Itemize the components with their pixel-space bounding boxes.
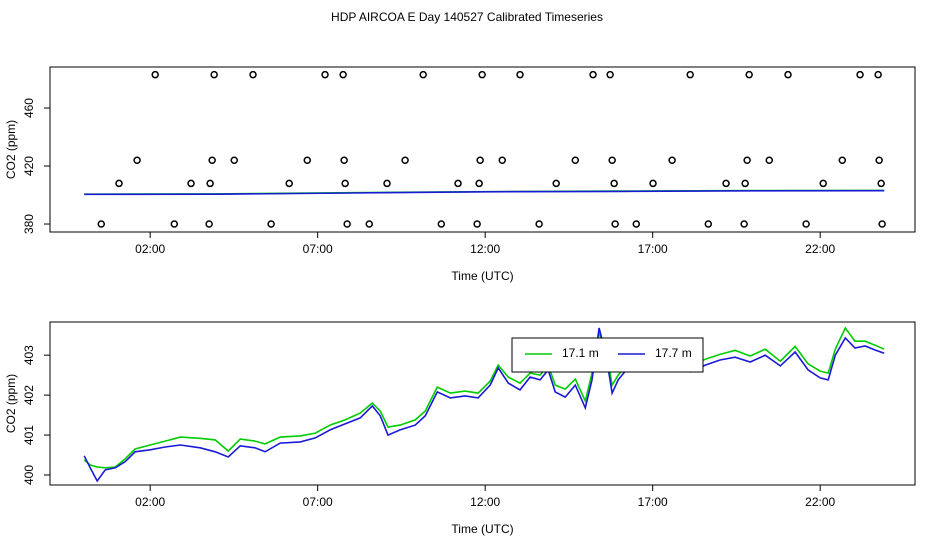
point [454, 179, 462, 188]
point [819, 179, 827, 188]
y-tick-label: 401 [22, 425, 36, 445]
point [610, 179, 618, 188]
y-tick-label: 403 [22, 345, 36, 365]
point [97, 220, 106, 228]
point [874, 70, 882, 79]
point [230, 156, 239, 164]
point [838, 156, 847, 164]
point [473, 220, 481, 228]
series-line [83, 326, 885, 469]
point [535, 220, 543, 228]
point [249, 70, 257, 79]
point [877, 179, 885, 188]
point [151, 70, 159, 79]
y-tick-label: 400 [22, 465, 36, 485]
point [340, 156, 348, 164]
point [704, 220, 713, 228]
point [875, 156, 883, 164]
chart-title: HDP AIRCOA E Day 140527 Calibrated Times… [331, 10, 603, 24]
x-tick-label: 12:00 [470, 495, 500, 509]
plot-frame [49, 66, 916, 233]
point [686, 70, 694, 79]
point [552, 179, 560, 188]
point [437, 220, 446, 228]
point [187, 179, 195, 188]
x-tick-label: 07:00 [303, 495, 333, 509]
point [476, 156, 484, 164]
point [856, 70, 864, 79]
legend-label: 17.1 m [562, 346, 599, 360]
point [478, 70, 486, 79]
point [606, 70, 614, 79]
point [115, 179, 123, 188]
x-tick-label: 17:00 [638, 242, 668, 256]
point [341, 179, 349, 188]
point [632, 220, 641, 228]
point [878, 220, 886, 228]
point [267, 220, 275, 228]
point [303, 156, 312, 164]
point [741, 179, 749, 188]
x-tick-label: 12:00 [470, 242, 500, 256]
x-tick-label: 17:00 [638, 495, 668, 509]
point [611, 220, 619, 228]
point [285, 179, 293, 188]
y-axis-label: CO2 (ppm) [4, 120, 18, 179]
x-tick-label: 02:00 [135, 242, 165, 256]
x-tick-label: 22:00 [805, 242, 835, 256]
y-tick-label: 380 [22, 214, 36, 234]
legend-label: 17.7 m [655, 346, 692, 360]
point [722, 179, 730, 188]
point [589, 70, 597, 79]
point [170, 220, 179, 228]
point [475, 179, 483, 188]
point [668, 156, 676, 164]
point [205, 220, 213, 228]
x-tick-label: 22:00 [805, 495, 835, 509]
point [765, 156, 774, 164]
point [498, 156, 507, 164]
y-tick-label: 402 [22, 385, 36, 405]
point [419, 70, 427, 79]
point [802, 220, 810, 228]
series-line [83, 327, 885, 483]
point [784, 70, 792, 79]
point [743, 156, 751, 164]
x-axis-label: Time (UTC) [451, 522, 513, 536]
point [133, 156, 141, 164]
point [745, 70, 753, 79]
point [206, 179, 214, 188]
legend-box [511, 337, 704, 373]
point [208, 156, 216, 164]
plot-frame [49, 321, 916, 486]
point [516, 70, 524, 79]
y-axis-label: CO2 (ppm) [4, 374, 18, 433]
x-axis-label: Time (UTC) [451, 269, 513, 283]
point [401, 156, 409, 164]
point [740, 220, 748, 228]
y-tick-label: 420 [22, 156, 36, 176]
x-tick-label: 07:00 [303, 242, 333, 256]
point [383, 179, 391, 188]
x-tick-label: 02:00 [135, 495, 165, 509]
series-line [84, 189, 885, 196]
y-tick-label: 460 [22, 98, 36, 118]
point [339, 70, 347, 79]
point [365, 220, 374, 228]
point [649, 179, 657, 188]
point [571, 156, 580, 164]
point [321, 70, 329, 79]
point [343, 220, 351, 228]
point [210, 70, 218, 79]
point [608, 156, 616, 164]
